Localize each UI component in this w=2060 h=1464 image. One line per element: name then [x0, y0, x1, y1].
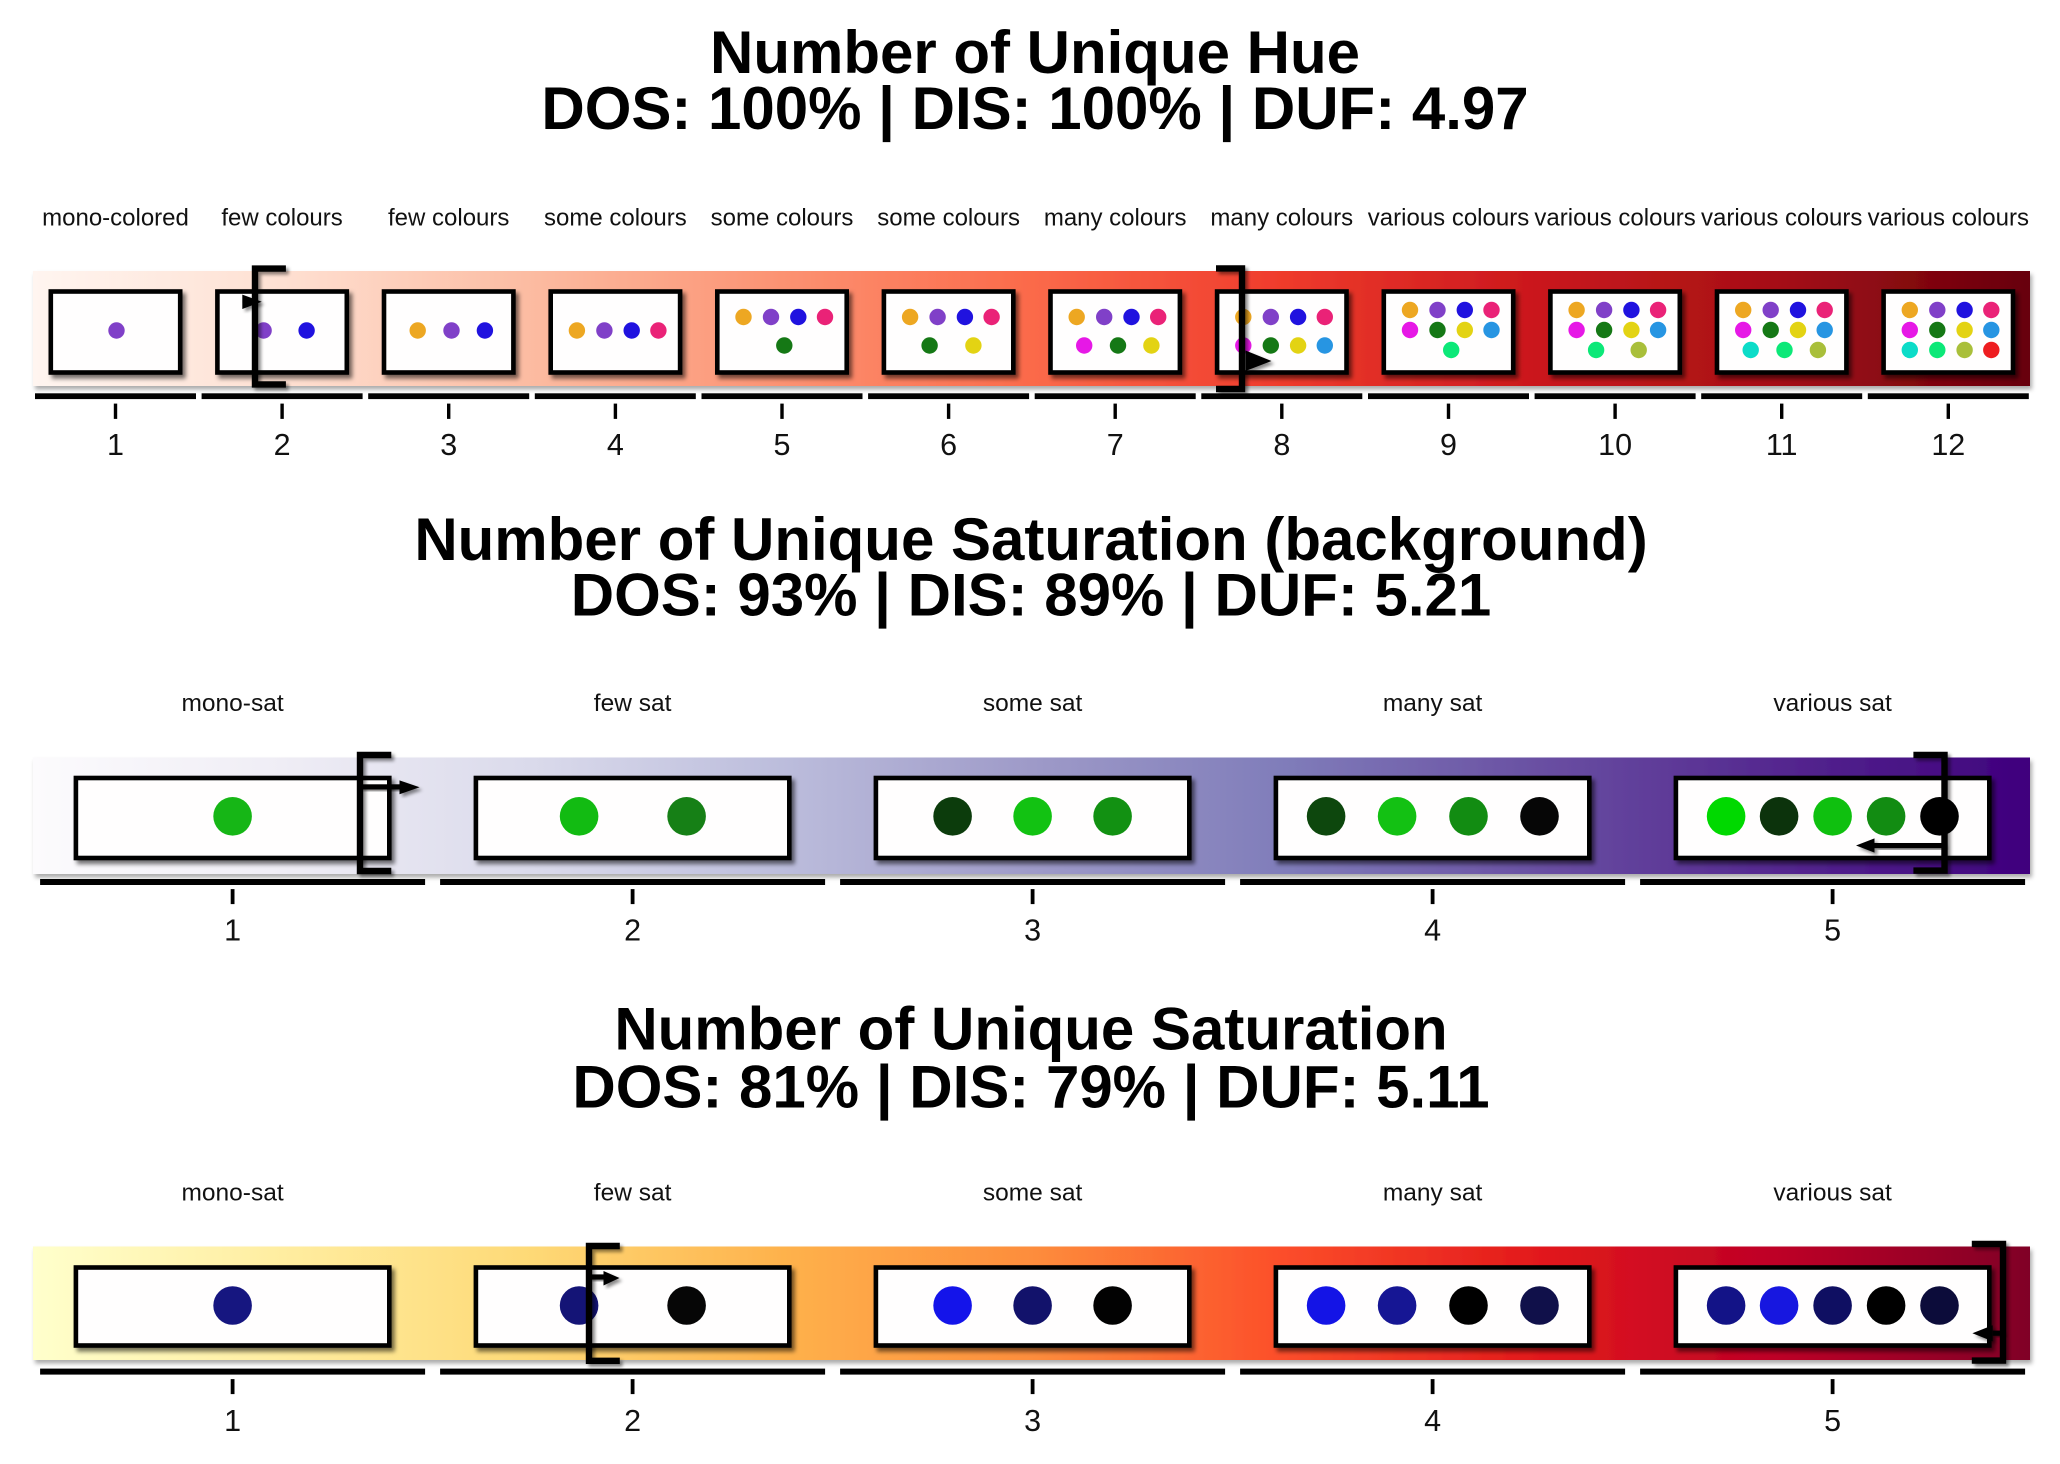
svg-text:mono-sat: mono-sat: [182, 690, 284, 717]
svg-text:some colours: some colours: [877, 204, 1020, 231]
svg-text:8: 8: [1273, 428, 1290, 462]
svg-text:1: 1: [224, 1404, 241, 1438]
svg-text:Number of Unique Saturation: Number of Unique Saturation: [614, 995, 1447, 1062]
svg-text:Number of Unique Saturation (b: Number of Unique Saturation (background): [414, 506, 1647, 573]
svg-text:various colours: various colours: [1368, 204, 1529, 231]
svg-text:various sat: various sat: [1773, 690, 1892, 717]
svg-text:many sat: many sat: [1383, 1179, 1483, 1206]
svg-text:3: 3: [1024, 1404, 1041, 1438]
svg-text:some colours: some colours: [711, 204, 854, 231]
svg-text:few sat: few sat: [594, 1179, 672, 1206]
svg-text:7: 7: [1107, 428, 1124, 462]
svg-text:2: 2: [624, 1404, 641, 1438]
svg-text:5: 5: [1824, 914, 1841, 948]
svg-text:mono-colored: mono-colored: [42, 204, 189, 231]
svg-text:few sat: few sat: [594, 690, 672, 717]
svg-text:DOS: 93% | DIS: 89% | DUF: 5.2: DOS: 93% | DIS: 89% | DUF: 5.21: [571, 562, 1492, 630]
svg-text:9: 9: [1440, 428, 1457, 462]
svg-text:3: 3: [440, 428, 457, 462]
svg-text:mono-sat: mono-sat: [182, 1179, 284, 1206]
svg-text:5: 5: [774, 428, 791, 462]
svg-text:some colours: some colours: [544, 204, 687, 231]
svg-text:few colours: few colours: [221, 204, 342, 231]
svg-text:many colours: many colours: [1044, 204, 1187, 231]
svg-text:6: 6: [940, 428, 957, 462]
svg-text:some sat: some sat: [983, 1179, 1083, 1206]
svg-text:3: 3: [1024, 914, 1041, 948]
svg-text:DOS: 100% | DIS: 100% | DUF: 4: DOS: 100% | DIS: 100% | DUF: 4.97: [541, 75, 1528, 143]
svg-text:some sat: some sat: [983, 690, 1083, 717]
svg-text:5: 5: [1824, 1404, 1841, 1438]
svg-text:various colours: various colours: [1534, 204, 1695, 231]
svg-text:many colours: many colours: [1210, 204, 1353, 231]
svg-text:4: 4: [607, 428, 624, 462]
svg-text:DOS: 81% | DIS: 79% | DUF: 5.1: DOS: 81% | DIS: 79% | DUF: 5.11: [572, 1053, 1489, 1121]
svg-text:2: 2: [624, 914, 641, 948]
svg-text:various colours: various colours: [1701, 204, 1862, 231]
svg-text:many sat: many sat: [1383, 690, 1483, 717]
svg-text:1: 1: [224, 914, 241, 948]
svg-text:12: 12: [1931, 428, 1965, 462]
svg-text:Number of Unique Hue: Number of Unique Hue: [710, 19, 1360, 86]
svg-text:various colours: various colours: [1868, 204, 2029, 231]
svg-text:4: 4: [1424, 1404, 1441, 1438]
svg-text:1: 1: [107, 428, 124, 462]
svg-text:4: 4: [1424, 914, 1441, 948]
svg-text:2: 2: [274, 428, 291, 462]
svg-text:10: 10: [1598, 428, 1632, 462]
svg-text:11: 11: [1766, 428, 1798, 462]
svg-text:various sat: various sat: [1773, 1179, 1892, 1206]
svg-text:few colours: few colours: [388, 204, 509, 231]
